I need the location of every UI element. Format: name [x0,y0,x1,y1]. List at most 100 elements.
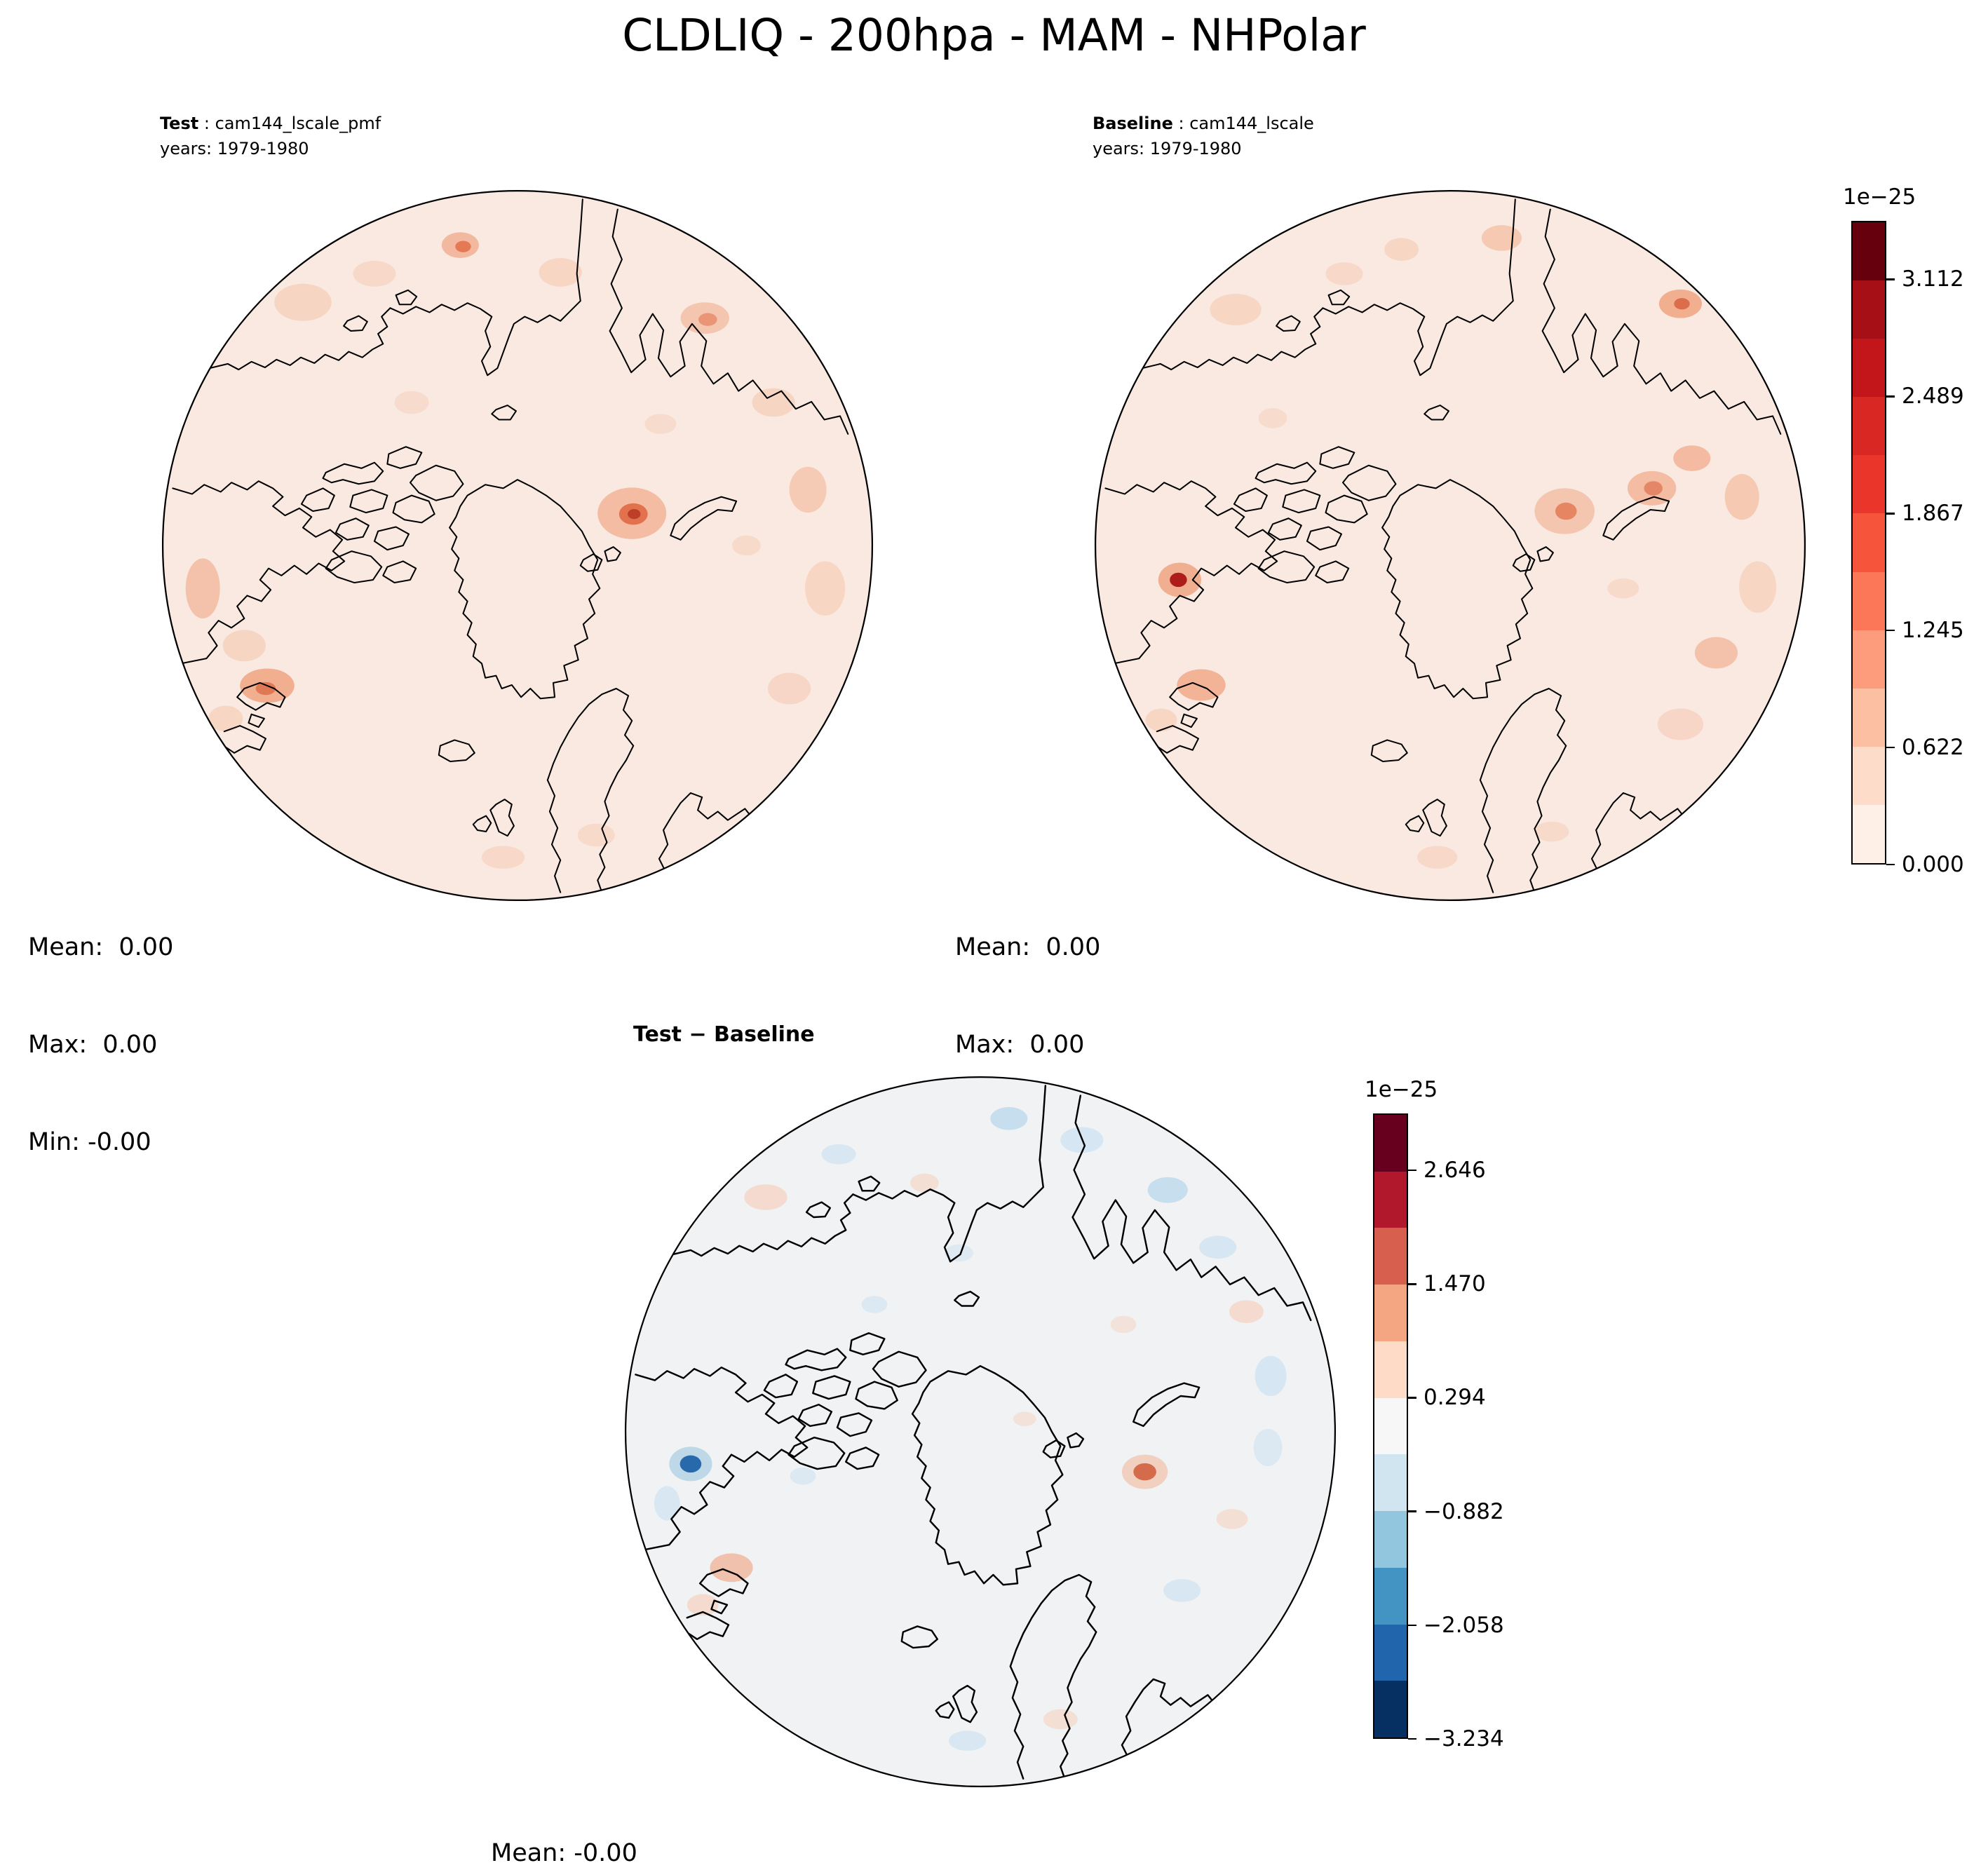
coastline-path [325,550,383,584]
contour-blob [687,1594,719,1616]
contour-blob [1673,445,1711,471]
colorbar-segment [1374,1285,1407,1341]
contour-blob [1177,669,1226,701]
colorbar-tick-mark [1408,1169,1416,1172]
colorbar-tick-label: 1.867 [1902,501,1964,527]
contour-blob [654,1486,680,1521]
contour-blob [1229,1300,1264,1323]
coastline-path [812,1375,851,1400]
coastline-path [911,1364,1064,1586]
diff-polar-map [624,1076,1337,1788]
contour-blob [910,1173,939,1193]
diff-title: Test − Baseline [633,1022,815,1047]
colorbar-segment [1374,1454,1407,1512]
coastline-path [1422,799,1447,837]
coastline-path [1267,517,1302,541]
contour-blob [1607,578,1639,599]
coastline-path [900,1625,939,1649]
coastline-path [1169,682,1219,711]
baseline-max: Max: 0.00 [955,1030,1085,1059]
coastline-path [449,479,601,700]
coastline-path [1381,479,1534,700]
coastline-path [300,487,335,513]
coastline-path [579,553,603,572]
coastline-path [1282,489,1321,514]
coastline-path [858,1175,881,1192]
colorbar-tick-label: 1.245 [1902,618,1964,644]
coastline-path [209,307,391,371]
coastline-path [849,1332,886,1356]
colorbar-tick-label: −0.882 [1424,1498,1504,1524]
colorbar-segment [1374,1341,1407,1398]
diff-map-boundary [624,1076,1337,1788]
contour-blob [1163,1579,1201,1602]
colorbar-segment [1853,222,1885,281]
coastline-path [1322,198,1516,377]
colorbar-tick: 0.294 [1408,1385,1486,1410]
coastline-path [1341,464,1397,501]
coastline-path [1276,315,1301,332]
coastline-path [389,198,583,377]
diff-ocean-background [626,1077,1335,1787]
coastline-path [1009,1573,1097,1780]
contour-blob [1384,238,1419,262]
contour-blob [990,1106,1028,1130]
colorbar-tick: −3.234 [1408,1726,1504,1752]
contour-blob [1133,1463,1156,1481]
coastline-path [373,526,410,551]
test-mean: Mean: 0.00 [28,933,174,962]
colorbar-segment [1853,630,1885,689]
contour-blob [1534,821,1569,842]
coastline-path [935,1701,955,1719]
test-contour-shading [185,232,846,869]
coastline-path [1370,739,1408,763]
colorbar-segment [1853,280,1885,339]
colorbar-tick-mark [1408,1510,1416,1512]
coastline-path [1325,494,1368,524]
test-run-suffix: : cam144_lscale_pmf [198,114,381,133]
coastline-path [670,496,738,541]
colorbar-tick-label: 1.470 [1424,1271,1486,1297]
contour-blob [805,561,846,616]
contour-blob [698,313,717,326]
colorbar-tick-label: 2.489 [1902,384,1964,409]
test-map-boundary [161,189,874,902]
colorbar-main-exponent: 1e−25 [1843,184,1916,210]
coastline-path [491,405,517,421]
coastline-path [785,1348,847,1371]
coastline-path [438,739,475,763]
contour-blob [353,261,396,287]
contour-blob [1644,481,1663,496]
coastline-path [236,682,286,711]
colorbar-segment [1853,688,1885,747]
coastline-path [248,713,265,729]
colorbar-tick-label: 3.112 [1902,266,1964,292]
colorbar-segment [1374,1171,1407,1228]
colorbar-tick-label: −2.058 [1424,1612,1504,1638]
contour-blob [768,672,811,705]
coastline-path [334,517,370,541]
coastline-path [223,725,266,754]
contour-blob [744,1184,787,1210]
contour-blob [255,682,276,696]
coastline-path [1042,1439,1066,1458]
contour-blob [1481,225,1522,251]
test-min: Min: -0.00 [28,1127,151,1156]
colorbar-segment [1853,397,1885,456]
coastline-path [1319,446,1355,469]
diff-stats: Mean: -0.00 Max: 0.00 Min: -0.00 [491,1773,637,1870]
baseline-panel-label: Baseline : cam144_lscale years: 1979-198… [1093,111,1314,161]
colorbar-tick-mark [1886,395,1895,398]
coastline-path [489,799,515,837]
coastline-path [472,815,492,833]
baseline-run-suffix: : cam144_lscale [1172,114,1314,133]
coastline-path [763,1374,799,1399]
test-max: Max: 0.00 [28,1030,158,1059]
colorbar-segment [1853,513,1885,572]
baseline-map-boundary [1094,189,1806,902]
coastline-path [1142,307,1324,371]
coastline-path [1156,725,1199,754]
coastline-path [609,208,849,435]
coastline-path [1327,289,1351,306]
contour-blob [394,391,429,414]
